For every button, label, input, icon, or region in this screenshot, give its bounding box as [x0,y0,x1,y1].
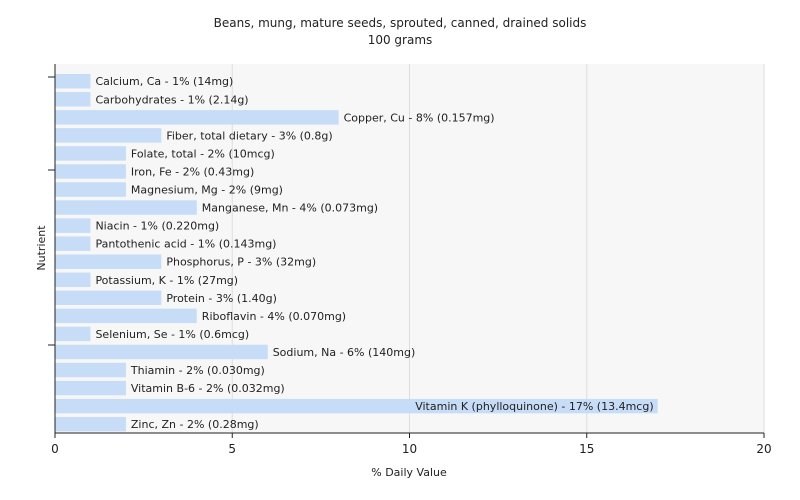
bar-9 [55,236,91,251]
bar-label-19: Zinc, Zn - 2% (0.28mg) [131,418,259,431]
bar-label-10: Phosphorus, P - 3% (32mg) [166,256,316,269]
bar-label-8: Niacin - 1% (0.220mg) [95,220,219,233]
bar-label-3: Fiber, total dietary - 3% (0.8g) [166,129,332,142]
x-tick-labels: 0 5 10 15 20 [51,442,771,456]
bar-13 [55,308,197,324]
axes [48,64,765,438]
bar-label-14: Selenium, Se - 1% (0.6mcg) [95,328,249,341]
bar-label-2: Copper, Cu - 8% (0.157mg) [344,111,495,124]
bar-17 [55,380,126,396]
bar-16 [55,362,126,378]
chart-title: Beans, mung, mature seeds, sprouted, can… [214,16,587,30]
bar-6 [55,182,126,197]
gridlines [231,64,765,433]
bar-label-1: Carbohydrates - 1% (2.14g) [95,93,248,106]
x-tick-label-5: 5 [228,442,236,456]
bar-label-17: Vitamin B-6 - 2% (0.032mg) [131,382,285,395]
bar-label-6: Magnesium, Mg - 2% (9mg) [131,184,283,197]
bar-2 [55,110,339,125]
x-tick-label-0: 0 [51,442,59,456]
bars [55,74,658,432]
bar-10 [55,254,162,269]
x-tick-label-20: 20 [756,442,771,456]
bar-1 [55,92,91,107]
chart-subtitle: 100 grams [368,33,433,47]
bar-label-18: Vitamin K (phylloquinone) - 17% (13.4mcg… [415,400,653,413]
bar-18 [55,398,658,414]
bar-label-5: Iron, Fe - 2% (0.43mg) [131,165,254,178]
bar-label-11: Potassium, K - 1% (27mg) [95,274,238,287]
bar-label-12: Protein - 3% (1.40g) [166,292,277,305]
bar-12 [55,290,162,306]
bar-labels: Calcium, Ca - 1% (14mg) Carbohydrates - 1… [95,75,653,431]
bar-label-13: Riboflavin - 4% (0.070mg) [202,310,346,323]
bar-label-15: Sodium, Na - 6% (140mg) [273,346,416,359]
bar-19 [55,416,126,432]
x-tick-label-10: 10 [402,442,417,456]
bar-3 [55,128,162,143]
bar-8 [55,218,91,233]
bar-label-0: Calcium, Ca - 1% (14mg) [95,75,233,88]
x-axis-label: % Daily Value [371,466,447,479]
y-axis-label: Nutrient [35,225,48,271]
bar-4 [55,146,126,161]
bar-14 [55,326,91,342]
bar-label-4: Folate, total - 2% (10mcg) [131,147,275,160]
x-tick-label-15: 15 [579,442,594,456]
bar-0 [55,74,91,89]
bar-label-7: Manganese, Mn - 4% (0.073mg) [202,202,378,215]
bar-15 [55,344,268,360]
bar-label-9: Pantothenic acid - 1% (0.143mg) [95,238,276,251]
bar-label-16: Thiamin - 2% (0.030mg) [130,364,265,377]
bar-5 [55,164,126,179]
bar-7 [55,200,197,215]
bar-11 [55,272,91,287]
